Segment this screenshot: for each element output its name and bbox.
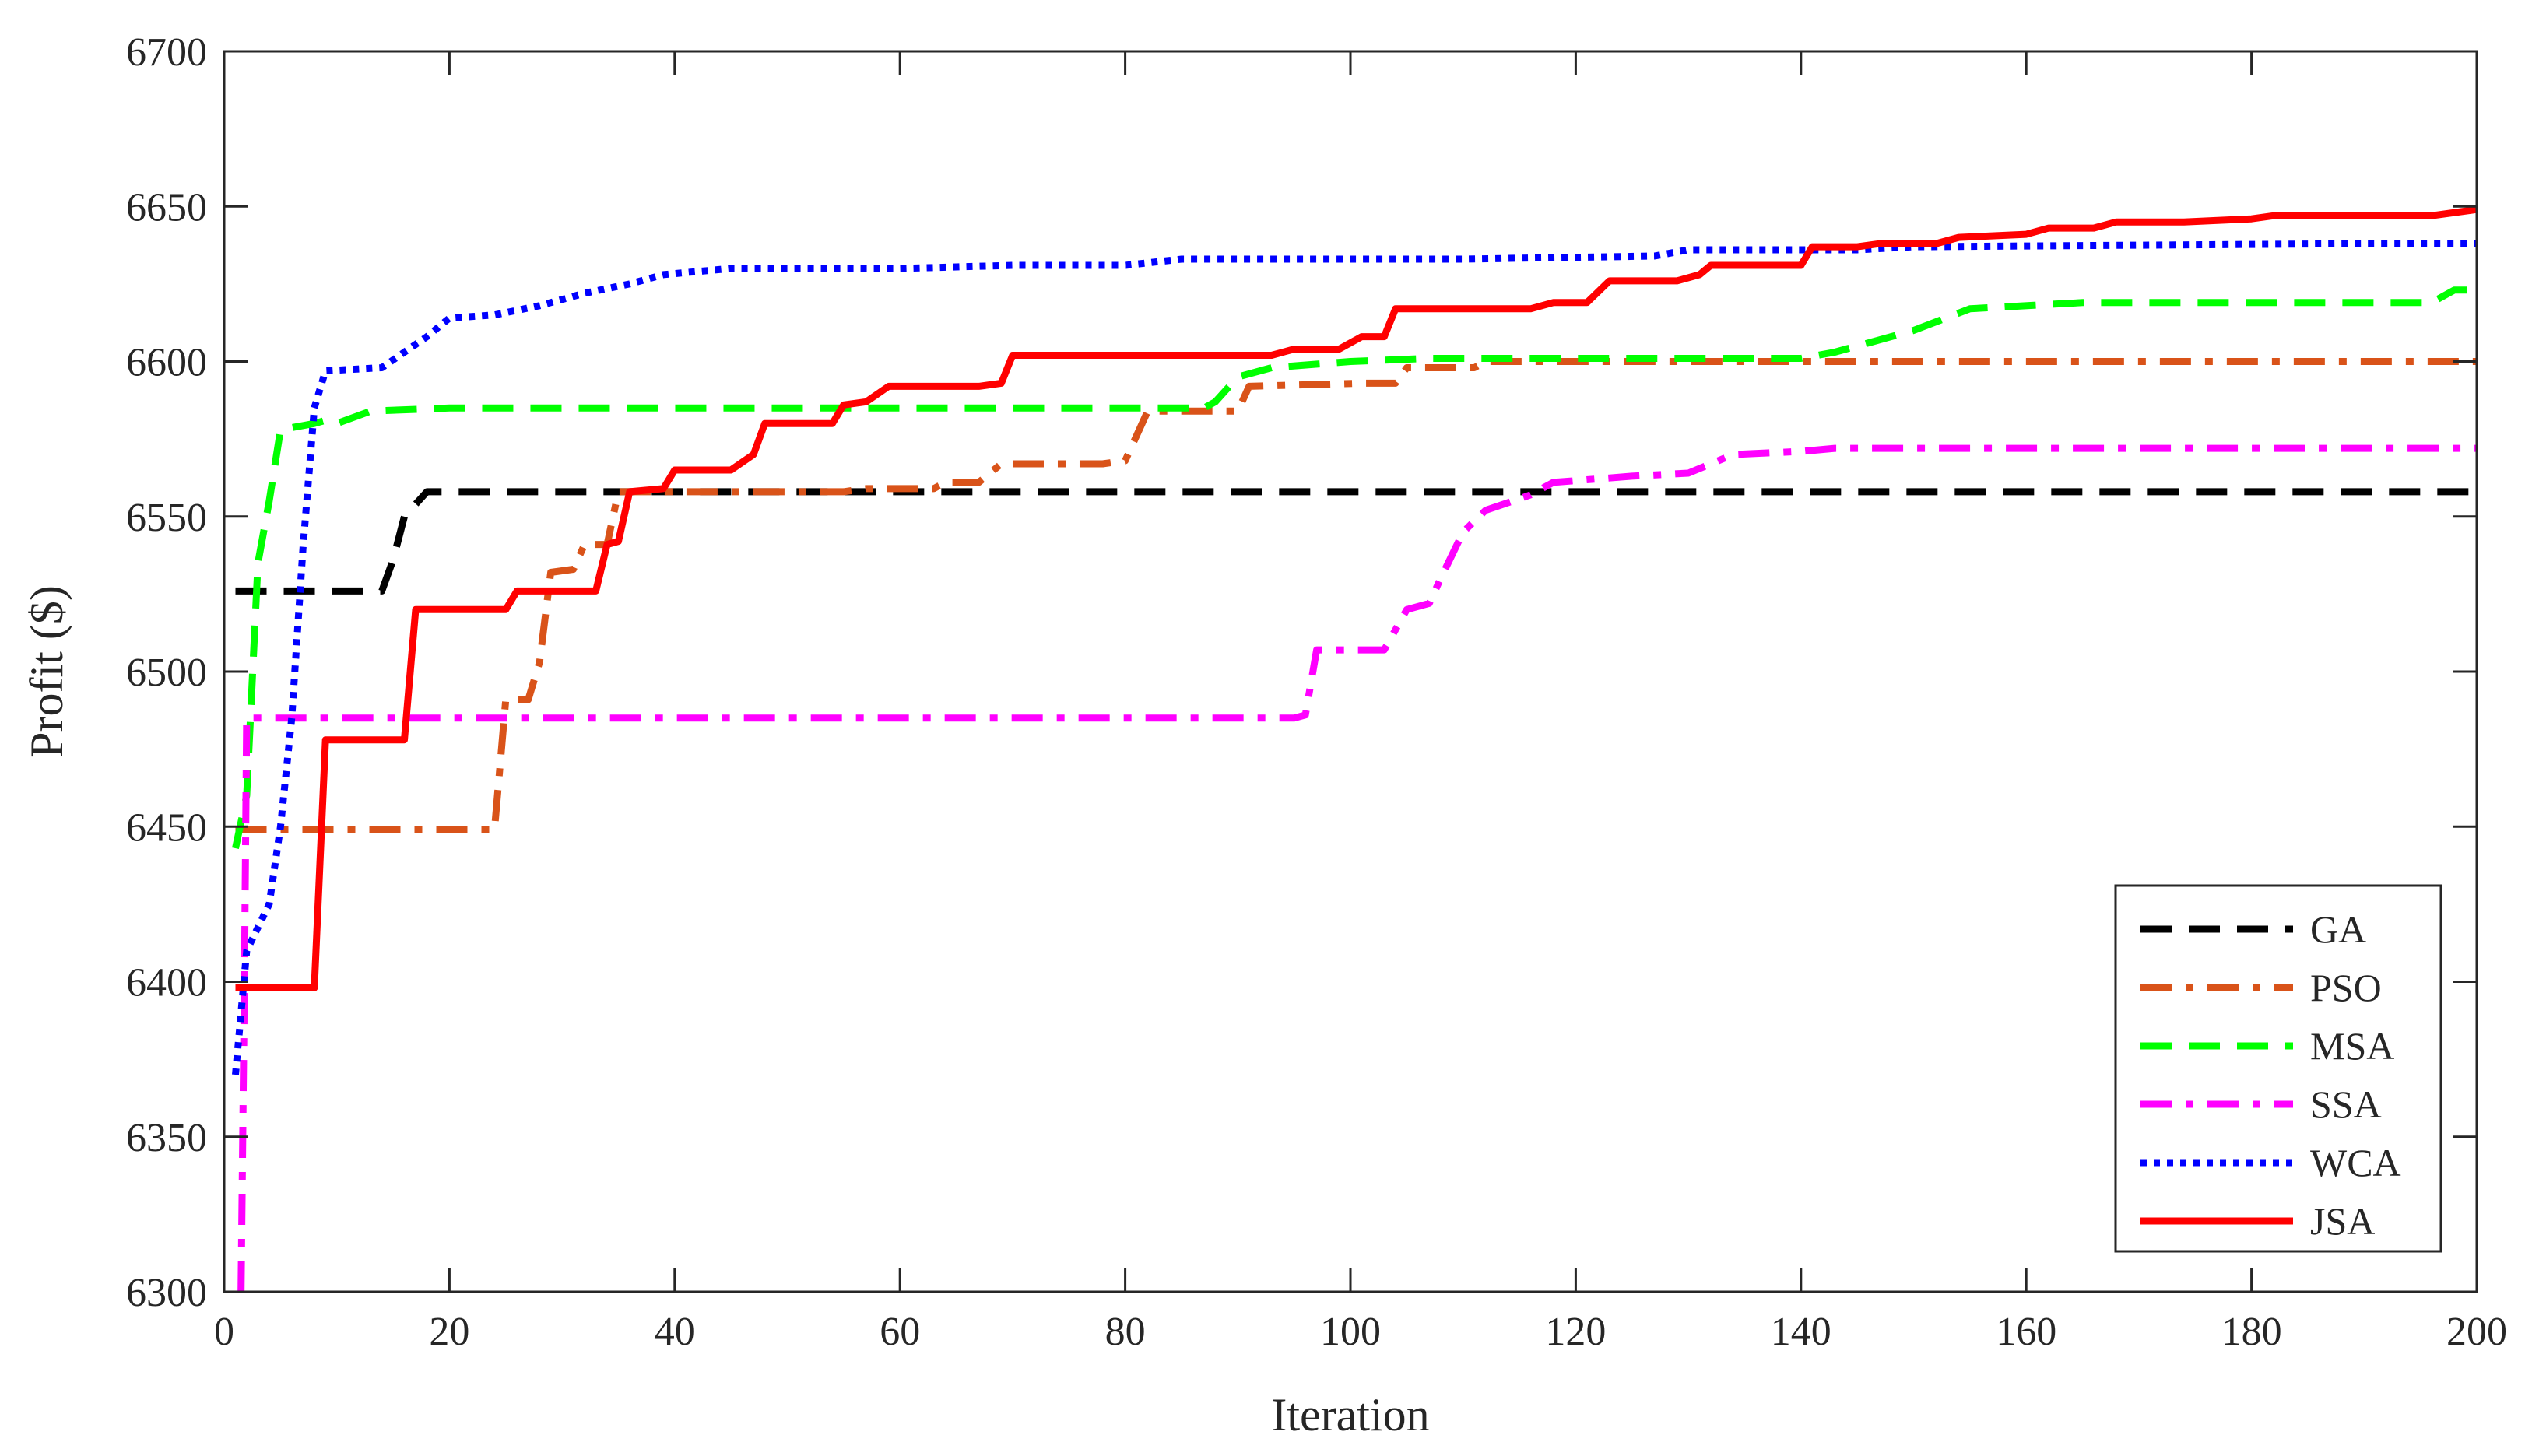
y-tick-label: 6450	[126, 805, 207, 850]
x-tick-label: 20	[429, 1310, 469, 1354]
x-tick-label: 180	[2221, 1310, 2282, 1354]
y-tick-label: 6700	[126, 30, 207, 75]
series-line-msa	[232, 286, 2477, 850]
x-tick-label: 160	[1996, 1310, 2056, 1354]
y-tick-label: 6350	[126, 1116, 207, 1160]
y-tick-label: 6400	[126, 961, 207, 1005]
x-tick-label: 40	[655, 1310, 695, 1354]
tick-layer: 0 20 40 60 80 100 120 140 160 180 200 6300 6350 6400 6…	[126, 30, 2507, 1354]
x-tick-label: 80	[1105, 1310, 1146, 1354]
x-axis-label: Iteration	[1271, 1389, 1429, 1440]
y-tick-label: 6600	[126, 341, 207, 385]
legend-label-pso: PSO	[2310, 966, 2382, 1009]
x-tick-label: 200	[2446, 1310, 2507, 1354]
y-tick-label: 6500	[126, 651, 207, 695]
legend-label-ga: GA	[2310, 907, 2366, 951]
legend-label-ssa: SSA	[2310, 1082, 2382, 1126]
legend-label-msa: MSA	[2310, 1024, 2394, 1068]
series-line-jsa	[235, 205, 2477, 991]
series-line-wca	[232, 240, 2477, 1075]
x-tick-label: 100	[1320, 1310, 1381, 1354]
series-line-ga	[235, 488, 2477, 595]
y-axis-label: Profit ($)	[21, 585, 72, 758]
x-tick-label: 0	[214, 1310, 234, 1354]
legend-label-wca: WCA	[2310, 1141, 2401, 1184]
series-group	[232, 205, 2477, 1292]
x-tick-label: 140	[1771, 1310, 1831, 1354]
series-line-pso	[235, 358, 2477, 833]
legend-box	[2114, 884, 2442, 1253]
series-layer	[232, 205, 2477, 1292]
legend: GA PSO MSA SSA WCA JSA	[2114, 884, 2442, 1253]
y-tick-label: 6550	[126, 496, 207, 540]
legend-label-jsa: JSA	[2310, 1199, 2375, 1243]
x-tick-label: 120	[1545, 1310, 1606, 1354]
x-tick-label: 60	[880, 1310, 920, 1354]
series-line-ssa	[237, 444, 2477, 1292]
y-tick-label: 6650	[126, 185, 207, 230]
y-tick-label: 6300	[126, 1271, 207, 1315]
